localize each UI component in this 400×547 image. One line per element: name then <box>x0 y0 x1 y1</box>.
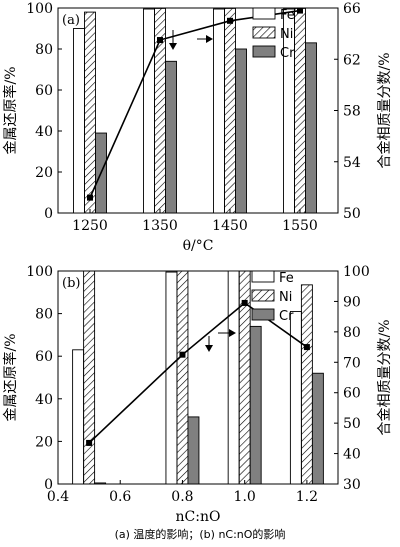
y2-tick-label: 60 <box>343 386 361 402</box>
y-tick-label: 20 <box>35 165 53 181</box>
y2-axis-label: 合金相质量分数/% <box>377 52 393 168</box>
y-tick-label: 80 <box>35 307 53 323</box>
line-series <box>89 9 301 198</box>
bar-fe <box>227 270 240 485</box>
x-tick-label: 0.8 <box>171 489 193 505</box>
y2-tick-label: 30 <box>343 477 361 493</box>
y2-tick-label: 40 <box>343 447 361 463</box>
figure-caption: (a) 温度的影响；(b) nC:nO的影响 <box>115 527 286 541</box>
legend-label-ni: Ni <box>280 27 293 42</box>
axis-arrow-head <box>229 329 236 337</box>
y2-tick-label: 62 <box>343 52 361 68</box>
y-tick-label: 60 <box>35 349 53 365</box>
x-tick-label: 1450 <box>212 218 248 234</box>
legend-label-cr: Cr <box>280 46 295 61</box>
y-tick-label: 20 <box>35 434 53 450</box>
y2-tick-label: 90 <box>343 294 361 310</box>
bar-cr <box>187 416 200 485</box>
y2-tick-label: 58 <box>343 104 361 120</box>
legend-label-ni: Ni <box>279 290 292 305</box>
bar-fe <box>213 8 225 214</box>
bar-cr <box>165 60 177 214</box>
y2-tick-label: 50 <box>343 416 361 432</box>
y-tick-label: 100 <box>26 264 53 280</box>
y-tick-label: 0 <box>44 206 53 222</box>
legend-swatch-ni <box>252 26 276 39</box>
line-point <box>241 299 248 306</box>
y-tick-label: 40 <box>35 392 53 408</box>
legend-label-cr: Cr <box>279 309 294 324</box>
bar-cr <box>305 42 317 214</box>
bar-cr <box>94 482 107 485</box>
panel-label: (a) <box>62 13 80 28</box>
x-axis-label: nC:nO <box>176 509 221 525</box>
panel-label: (b) <box>62 276 80 291</box>
legend-label-fe: Fe <box>279 271 294 286</box>
bar-ni <box>224 7 236 214</box>
y2-tick-label: 70 <box>343 355 361 371</box>
x-tick-label: 1550 <box>282 218 318 234</box>
x-tick-label: 1.0 <box>234 489 256 505</box>
bar-fe <box>165 271 178 485</box>
line-point <box>86 439 93 446</box>
bar-ni <box>84 11 96 214</box>
line-point <box>303 344 310 351</box>
legend-swatch-cr <box>252 45 276 58</box>
x-axis-label: θ/°C <box>183 238 214 254</box>
line-point <box>157 37 163 44</box>
bar-cr <box>235 48 247 214</box>
y-axis-label: 金属还原率/% <box>2 333 19 421</box>
y2-tick-label: 80 <box>343 325 361 341</box>
line-point <box>297 7 303 14</box>
y-tick-label: 60 <box>35 83 53 99</box>
bar-ni <box>300 284 313 485</box>
bar-cr <box>249 325 262 485</box>
legend-label-fe: Fe <box>280 8 295 23</box>
y2-tick-label: 50 <box>343 206 361 222</box>
legend-swatch-ni <box>251 289 275 302</box>
legend-swatch-fe <box>252 7 276 20</box>
bar-ni <box>83 270 96 485</box>
line-point <box>179 351 186 358</box>
bar-fe <box>72 349 85 485</box>
bar-fe <box>73 28 85 214</box>
x-tick-label: 0.4 <box>47 489 69 505</box>
legend-swatch-cr <box>251 308 275 321</box>
line-point <box>227 17 233 24</box>
y-axis-label: 金属还原率/% <box>2 66 19 154</box>
x-tick-label: 1.2 <box>296 489 318 505</box>
y2-tick-label: 100 <box>343 264 370 280</box>
bar-ni <box>176 270 189 485</box>
bar-ni <box>294 7 306 214</box>
line-series <box>88 301 308 444</box>
bar-cr <box>311 372 324 485</box>
line-point <box>87 194 93 201</box>
x-tick-label: 0.6 <box>109 489 131 505</box>
axis-arrow-head <box>206 35 213 43</box>
y2-tick-label: 66 <box>343 1 361 17</box>
x-tick-label: 1250 <box>72 218 108 234</box>
axis-arrow-head <box>169 43 177 50</box>
y-tick-label: 100 <box>26 1 53 17</box>
y2-tick-label: 54 <box>343 155 361 171</box>
y2-axis-label: 合金相质量分数/% <box>377 319 393 435</box>
bar-fe <box>143 8 155 214</box>
chart-panel-b: 0 20 40 60 80 100 30 40 50 60 70 80 90 100 0.4 0.6 0.8 1.… <box>2 264 393 525</box>
x-tick-label: 1350 <box>142 218 178 234</box>
y-tick-label: 40 <box>35 124 53 140</box>
axis-arrow-head <box>205 345 213 352</box>
y-tick-label: 80 <box>35 42 53 58</box>
legend-swatch-fe <box>251 270 275 283</box>
y-tick-label: 0 <box>44 477 53 493</box>
chart-panel-a: 0 20 40 60 80 100 50 54 58 62 66 1250 1350 1450 1550 Fe… <box>2 1 393 254</box>
